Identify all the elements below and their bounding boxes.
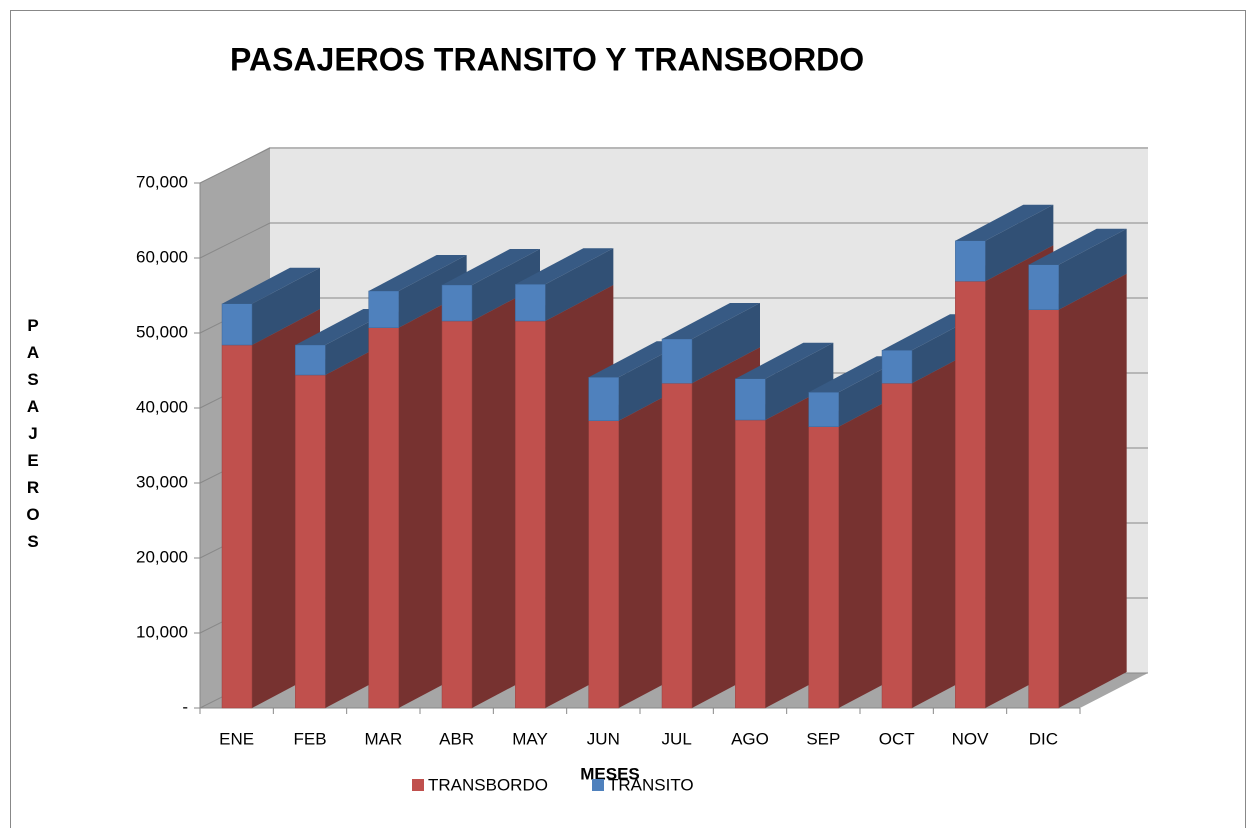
y-tick-label: - <box>182 697 188 716</box>
bar <box>661 383 693 709</box>
bar <box>1028 264 1059 310</box>
bar <box>808 426 839 709</box>
bar-side <box>692 303 760 384</box>
bar <box>295 374 326 709</box>
bar <box>588 420 619 709</box>
x-tick-label: ABR <box>439 729 474 748</box>
x-tick-label: DIC <box>1029 729 1058 748</box>
bar-side <box>1058 228 1127 310</box>
x-tick-label: JUL <box>662 729 692 748</box>
bar-top <box>1028 228 1127 265</box>
bar-side <box>252 267 320 345</box>
bar-side <box>545 248 614 321</box>
bar <box>368 290 399 328</box>
bar-top <box>735 342 834 379</box>
bar <box>735 378 766 421</box>
x-tick-label: ENE <box>219 729 254 748</box>
chart-title: PASAJEROS TRANSITO Y TRANSBORDO <box>230 41 864 77</box>
bar-side <box>472 249 540 321</box>
bar-side <box>985 204 1054 282</box>
bar <box>515 284 546 322</box>
y-tick-label: 30,000 <box>136 472 188 491</box>
y-tick-label: 10,000 <box>136 622 188 641</box>
y-tick-label: 40,000 <box>136 397 188 416</box>
bar <box>735 419 766 709</box>
x-tick-label: SEP <box>806 729 840 748</box>
legend-swatch <box>592 779 604 791</box>
bar <box>515 320 546 709</box>
x-tick-label: AGO <box>731 729 769 748</box>
bar <box>808 392 839 427</box>
bar <box>588 377 619 421</box>
bar <box>368 327 399 709</box>
x-tick-label: FEB <box>293 729 326 748</box>
bar <box>881 383 913 709</box>
grid-line <box>199 222 271 259</box>
y-axis-title: PASAJEROS <box>26 316 40 551</box>
legend-swatch <box>412 779 424 791</box>
y-tick-label: 70,000 <box>136 172 188 191</box>
bar <box>441 320 473 709</box>
grid-line <box>199 147 271 184</box>
bar <box>1028 309 1059 709</box>
x-tick-label: JUN <box>587 729 620 748</box>
bar <box>955 240 986 282</box>
y-tick-label: 50,000 <box>136 322 188 341</box>
bar-top <box>515 248 614 285</box>
bar <box>221 344 253 709</box>
x-tick-label: OCT <box>879 729 915 748</box>
bar-top <box>442 249 540 285</box>
bar-top <box>955 204 1054 241</box>
y-tick-label: 60,000 <box>136 247 188 266</box>
x-axis-title: MESES <box>580 764 640 783</box>
bar-top <box>222 267 320 304</box>
bar <box>295 344 326 376</box>
bar <box>881 350 913 384</box>
bar-top <box>368 255 467 291</box>
bar-side <box>1058 273 1127 708</box>
bar <box>441 284 473 322</box>
bar-side <box>765 342 834 420</box>
bar <box>955 281 986 709</box>
legend-label: TRANSBORDO <box>428 775 548 794</box>
bar-top <box>662 303 760 339</box>
x-tick-label: MAY <box>512 729 548 748</box>
y-tick-label: 20,000 <box>136 547 188 566</box>
x-tick-label: NOV <box>952 729 990 748</box>
bar <box>661 338 693 384</box>
bar <box>221 303 253 346</box>
legend-label: TRANSITO <box>608 775 694 794</box>
x-tick-label: MAR <box>364 729 402 748</box>
bar-side <box>398 255 467 328</box>
